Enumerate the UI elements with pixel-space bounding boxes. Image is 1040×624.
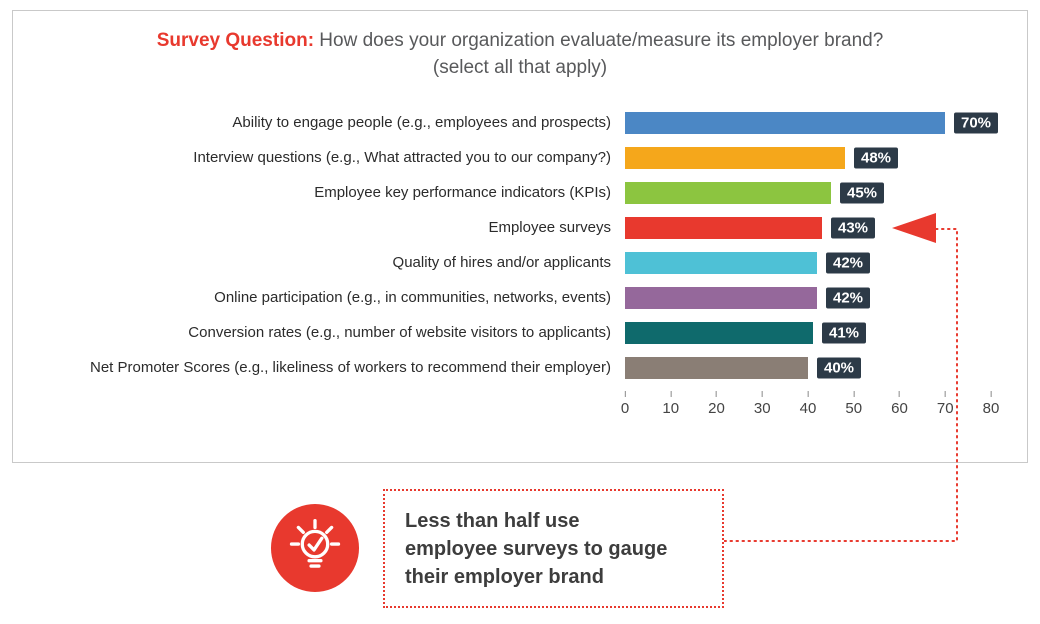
value-badge: 40%: [817, 357, 862, 378]
tick-label: 0: [620, 400, 630, 417]
bar: [625, 356, 808, 379]
tick-label: 30: [753, 400, 771, 417]
bar: [625, 251, 817, 274]
bar-track: 43%: [625, 212, 991, 243]
tick-label: 20: [708, 400, 725, 417]
highlight-arrow-icon: [892, 212, 936, 243]
bar-track: 41%: [625, 321, 991, 344]
callout-text-line2: employee surveys to gauge: [405, 538, 668, 560]
axis-tick: 30: [754, 391, 771, 417]
axis-tick: 0: [621, 391, 629, 417]
x-axis: 0 10 20 30 40 50 60 70 80: [621, 391, 999, 425]
value-badge: 43%: [831, 217, 876, 238]
value-badge: 48%: [854, 147, 899, 168]
tick-mark: [944, 391, 946, 397]
tick-label: 40: [799, 400, 817, 417]
tick-label: 50: [845, 400, 863, 417]
tick-mark: [716, 391, 717, 397]
axis-tick: 60: [891, 391, 908, 417]
bar-label: Online participation (e.g., in communiti…: [214, 288, 611, 306]
bar-row: Employee surveys 43%: [13, 210, 1027, 245]
tick-mark: [853, 391, 855, 397]
chart-title-line1: Survey Question: How does your organizat…: [13, 27, 1027, 54]
axis-tick: 50: [845, 391, 862, 417]
value-badge: 42%: [826, 252, 871, 273]
bar-label: Conversion rates (e.g., number of websit…: [188, 323, 611, 341]
tick-mark: [990, 391, 992, 397]
tick-label: 10: [662, 400, 680, 417]
bar: [625, 286, 817, 309]
lightbulb-icon: [270, 503, 360, 593]
bar-track: 42%: [625, 251, 991, 274]
value-badge: 45%: [840, 182, 885, 203]
chart-title-prefix: Survey Question:: [156, 30, 315, 51]
bar-row: Employee key performance indicators (KPI…: [13, 175, 1027, 210]
bar: [625, 321, 813, 344]
tick-mark: [899, 391, 900, 397]
bar-row: Quality of hires and/or applicants 42%: [13, 245, 1027, 280]
bar-row: Interview questions (e.g., What attracte…: [13, 140, 1027, 175]
bar: [625, 111, 945, 134]
axis-tick: 70: [937, 391, 954, 417]
chart-title: Survey Question: How does your organizat…: [13, 11, 1027, 81]
tick-mark: [807, 391, 809, 397]
chart-title-question: How does your organization evaluate/meas…: [314, 30, 884, 51]
chart-panel: Survey Question: How does your organizat…: [12, 10, 1028, 463]
bar-track: 40%: [625, 356, 991, 379]
bar-label: Employee key performance indicators (KPI…: [314, 183, 611, 201]
callout-text-line3: their employer brand: [405, 566, 604, 588]
bar-track: 45%: [625, 181, 991, 204]
tick-mark: [624, 391, 626, 397]
bar-label: Employee surveys: [488, 218, 611, 236]
tick-label: 60: [891, 400, 908, 417]
bar-track: 42%: [625, 286, 991, 309]
value-badge: 70%: [954, 112, 999, 133]
value-badge: 42%: [826, 287, 871, 308]
value-badge: 41%: [822, 322, 867, 343]
axis-tick: 20: [708, 391, 725, 417]
bar: [625, 216, 822, 239]
tick-label: 80: [982, 400, 1000, 417]
bar-label: Net Promoter Scores (e.g., likeliness of…: [89, 358, 611, 376]
tick-mark: [670, 391, 672, 397]
axis-tick: 10: [662, 391, 679, 417]
axis-tick: 40: [799, 391, 817, 417]
bar-row: Net Promoter Scores (e.g., likeliness of…: [13, 350, 1027, 385]
bar: [625, 146, 845, 169]
bar-label: Quality of hires and/or applicants: [392, 253, 611, 271]
bar-track: 48%: [625, 146, 991, 169]
bar: [625, 181, 831, 204]
bar-track: 70%: [625, 111, 999, 134]
axis-tick: 80: [982, 391, 1000, 417]
bar-row: Online participation (e.g., in communiti…: [13, 280, 1027, 315]
bar-row: Ability to engage people (e.g., employee…: [13, 105, 1027, 140]
bar-label: Ability to engage people (e.g., employee…: [232, 113, 611, 131]
chart-title-line2: (select all that apply): [432, 57, 608, 78]
callout-box: Less than half use employee surveys to g…: [383, 489, 724, 608]
callout-text-line1: Less than half use: [405, 510, 580, 532]
bar-label: Interview questions (e.g., What attracte…: [193, 148, 611, 166]
tick-label: 70: [936, 400, 954, 417]
bars: Ability to engage people (e.g., employee…: [13, 105, 1027, 385]
tick-mark: [761, 391, 763, 397]
bar-row: Conversion rates (e.g., number of websit…: [13, 315, 1027, 350]
